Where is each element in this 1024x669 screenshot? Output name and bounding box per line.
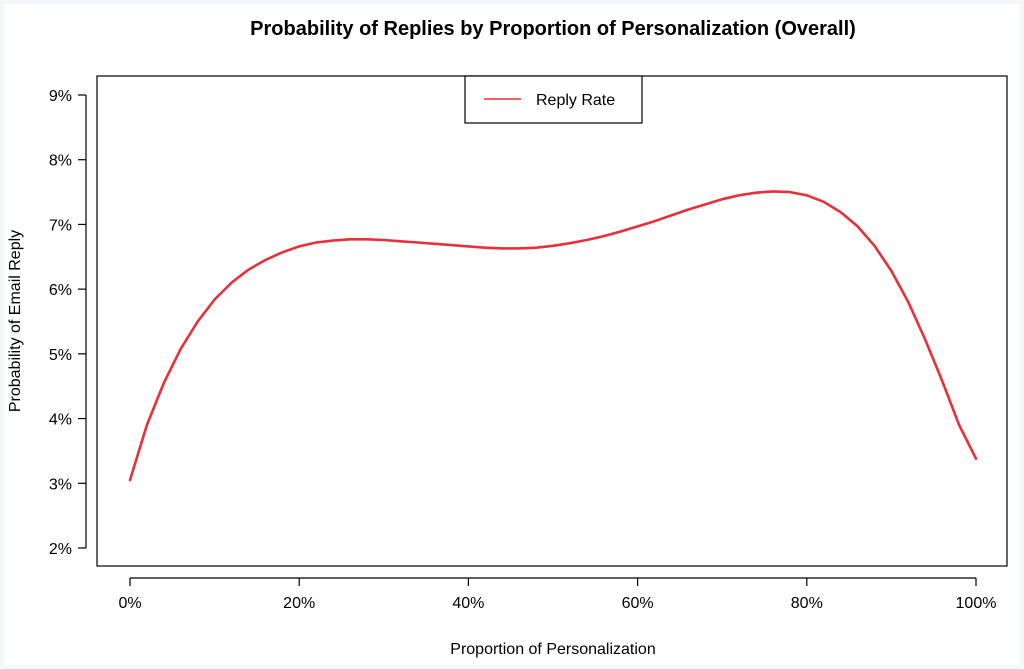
y-tick-label: 9% [49, 88, 72, 105]
y-axis: 2% 3% 4% 5% 6% 7% 8% 9% [49, 88, 87, 558]
x-tick-label: 80% [791, 595, 823, 612]
x-tick-label: 20% [283, 595, 315, 612]
y-tick-label: 2% [49, 541, 72, 558]
reply-rate-line [128, 190, 978, 482]
chart-title: Probability of Replies by Proportion of … [250, 18, 856, 40]
legend: Reply Rate [464, 75, 643, 124]
y-tick-label: 5% [49, 347, 72, 364]
legend-label-reply-rate: Reply Rate [536, 92, 615, 109]
x-tick-label: 0% [118, 595, 141, 612]
x-axis: 0% 20% 40% 60% 80% 100% [118, 577, 997, 612]
y-axis-label: Probability of Email Reply [7, 230, 24, 412]
x-tick-label: 100% [956, 595, 997, 612]
x-tick-label: 60% [622, 595, 654, 612]
plot-area [96, 75, 1008, 567]
y-tick-label: 3% [49, 476, 72, 493]
y-tick-label: 6% [49, 282, 72, 299]
y-tick-label: 4% [49, 412, 72, 429]
y-tick-label: 8% [49, 153, 72, 170]
x-tick-label: 40% [452, 595, 484, 612]
y-tick-label: 7% [49, 217, 72, 234]
x-axis-label: Proportion of Personalization [450, 641, 655, 658]
